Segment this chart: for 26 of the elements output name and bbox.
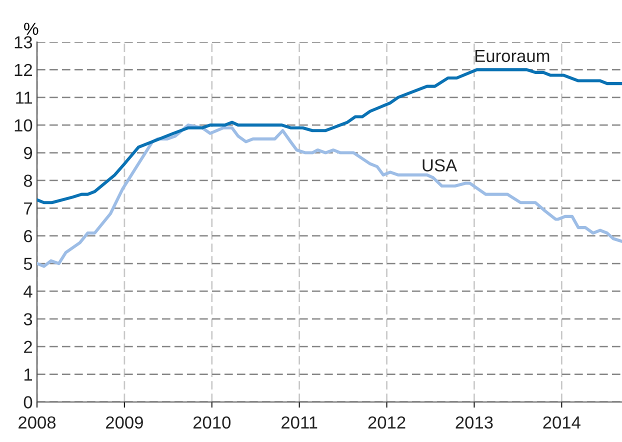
y-tick-label: 11 — [16, 92, 32, 104]
y-axis-title: % — [24, 22, 38, 35]
series-label: USA — [422, 159, 458, 172]
y-tick-label: 9 — [24, 146, 32, 160]
line-series — [37, 68, 622, 204]
x-tick-label: 2008 — [18, 416, 56, 429]
y-tick-label: 4 — [24, 286, 32, 298]
y-tick-label: 5 — [24, 258, 32, 270]
x-tick-label: 2014 — [543, 416, 580, 429]
y-tick-label: 0 — [24, 396, 32, 408]
y-tick-label: 7 — [24, 202, 32, 214]
y-tick-label: 8 — [24, 174, 32, 187]
series-label: Euroraum — [475, 50, 550, 62]
y-tick-label: 13 — [14, 36, 32, 48]
y-tick-label: 10 — [14, 119, 32, 132]
line-series — [37, 124, 622, 268]
y-tick-label: 6 — [24, 230, 32, 242]
y-tick-label: 2 — [24, 340, 32, 353]
y-tick-label: 12 — [14, 64, 32, 76]
x-tick-label: 2011 — [282, 416, 318, 429]
x-tick-label: 2013 — [456, 416, 493, 429]
y-tick-label: 3 — [24, 313, 32, 326]
x-tick-label: 2010 — [193, 416, 231, 429]
x-tick-label: 2012 — [368, 416, 406, 429]
x-tick-label: 2009 — [106, 416, 143, 429]
y-tick-label: 1 — [24, 368, 32, 381]
